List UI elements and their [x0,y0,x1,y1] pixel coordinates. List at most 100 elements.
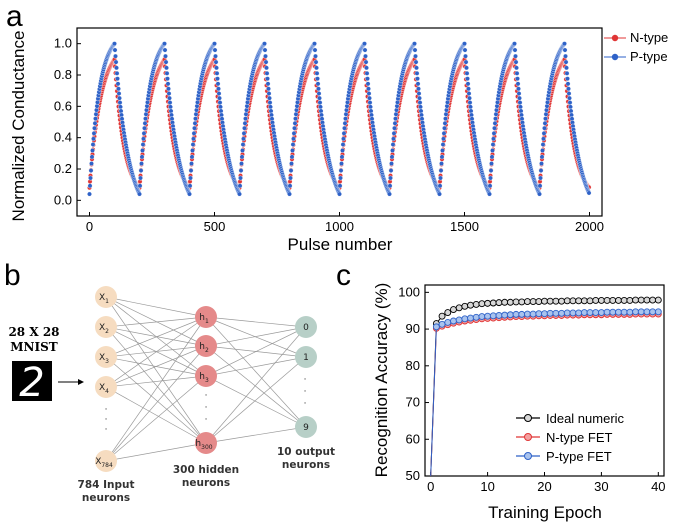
chart-a-point-p-type [341,130,347,136]
chart-c-point [541,297,548,305]
network-edge [205,326,307,377]
chart-a-point-p-type [540,142,546,147]
chart-a-point-p-type [192,125,197,131]
chart-a-point-p-type [493,116,498,122]
chart-a-point-p-type [542,125,547,131]
chart-a-point-p-type [189,161,194,166]
chart-a-y-tick-label: 0.4 [54,130,72,145]
chart-a-point-p-type [138,175,143,181]
chart-c-x-tick-label: 0 [427,479,434,494]
chart-c-point [637,296,645,304]
chart-a-point-p-type [389,161,394,166]
network-edge [205,375,307,428]
chart-a-point-p-type [339,154,345,160]
chart-a-point-p-type [90,142,96,147]
chart-c-point [461,302,469,310]
chart-a-point-p-type [243,116,248,122]
chart-a-point-p-type [312,41,317,47]
chart-a-point-p-type [137,183,143,189]
chart-c-point [438,320,446,328]
chart-a-point-p-type [492,120,498,126]
chart-c-legend-label: Ideal numeric [546,411,625,426]
chart-a-point-p-type [166,86,171,92]
chart-a-point-p-type [440,142,446,147]
chart-c-point [615,308,622,316]
chart-a-y-ticks: 0.0 0.2 0.4 0.6 0.8 1.0 [54,36,81,207]
network-edge [105,375,207,388]
chart-a-point-p-type [162,47,168,53]
chart-a-point-p-type [89,154,95,160]
mnist-digit-image [12,361,52,401]
chart-a-point-p-type [391,130,397,136]
chart-c-y-ticks: 50 60 70 80 90 100 [398,284,429,483]
chart-a-point-p-type [113,59,119,65]
chart-a-point-p-type [263,59,269,65]
hidden-neuron-label: h2 [199,342,209,354]
output-neuron-label: 9 [303,423,309,433]
network-edge [205,356,307,444]
chart-a-point-p-type [539,154,545,160]
chart-a-point-p-type [188,175,193,181]
chart-a-point-p-type [438,168,444,174]
hidden-caption-line2: neurons [182,477,230,489]
chart-a-point-p-type [562,47,568,53]
chart-a-legend-marker [611,53,619,61]
chart-c-y-tick-label: 90 [406,321,420,336]
chart-c-point [580,309,588,316]
chart-a-point-p-type [466,91,472,96]
chart-a-point-p-type [240,148,245,153]
chart-c-point [472,313,480,321]
chart-a-point-p-type [413,59,419,65]
chart-c-point [455,316,463,324]
chart-c-point [580,297,588,305]
chart-a-y-tick-label: 0.6 [54,98,72,113]
chart-a-point-p-type [87,191,92,197]
chart-a-point-p-type [137,191,142,197]
chart-c-point [620,296,628,304]
chart-a-point-p-type [112,47,118,53]
chart-a-point-p-type [218,104,223,110]
chart-a-point-p-type [538,175,543,181]
chart-a-point-p-type [163,59,169,65]
chart-a-point-p-type [387,183,393,189]
chart-a-point-p-type [143,111,149,117]
chart-a-point-p-type [291,136,296,142]
chart-a-point-p-type [214,65,219,71]
chart-a-point-p-type [293,111,299,117]
chart-a-point-p-type [367,100,373,105]
chart-c-point [512,298,520,306]
chart-a-point-p-type [490,142,496,147]
output-dots-3: · [304,399,307,409]
chart-a-point-p-type [565,76,570,82]
chart-a-point-p-type [567,100,573,105]
chart-a-point-p-type [512,41,517,47]
chart-c-point [643,296,651,304]
chart-c-point [609,296,617,304]
chart-a-point-p-type [287,183,293,189]
chart-c-legend-label: N-type FET [546,430,613,445]
hidden-neuron [195,335,217,357]
chart-c-point [523,310,531,318]
chart-a-point-p-type [465,76,470,82]
chart-c-x-tick-label: 10 [480,479,494,494]
chart-a-point-p-type [168,104,173,110]
chart-a-point-p-type [213,59,219,65]
input-neuron [95,376,117,398]
chart-a-point-p-type [93,111,99,117]
network-edge [105,345,207,358]
chart-a-point-p-type [90,148,95,153]
chart-a-point-p-type [262,47,268,53]
chart-a-point-p-type [414,70,420,76]
chart-a-point-p-type [217,100,223,105]
chart-c-point [546,309,554,317]
chart-a-legend-marker [611,34,619,42]
network-edges [105,296,307,462]
chart-a-point-p-type [164,70,170,76]
chart-a-x-tick-label: 2000 [575,219,604,234]
chart-c-point [632,296,639,304]
chart-a-point-p-type [415,81,421,87]
chart-a-point-p-type [439,154,445,160]
chart-a-point-p-type [367,95,372,101]
output-neuron-label: 0 [303,323,309,333]
chart-c-y-axis-label: Recognition Accuracy (%) [372,283,391,478]
